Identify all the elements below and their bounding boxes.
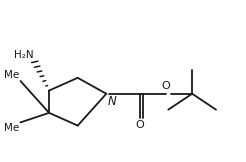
Text: N: N xyxy=(108,95,116,108)
Text: O: O xyxy=(135,120,144,130)
Text: Me: Me xyxy=(4,123,19,133)
Text: O: O xyxy=(162,81,170,91)
Text: H₂N: H₂N xyxy=(14,50,33,60)
Text: Me: Me xyxy=(4,70,19,80)
